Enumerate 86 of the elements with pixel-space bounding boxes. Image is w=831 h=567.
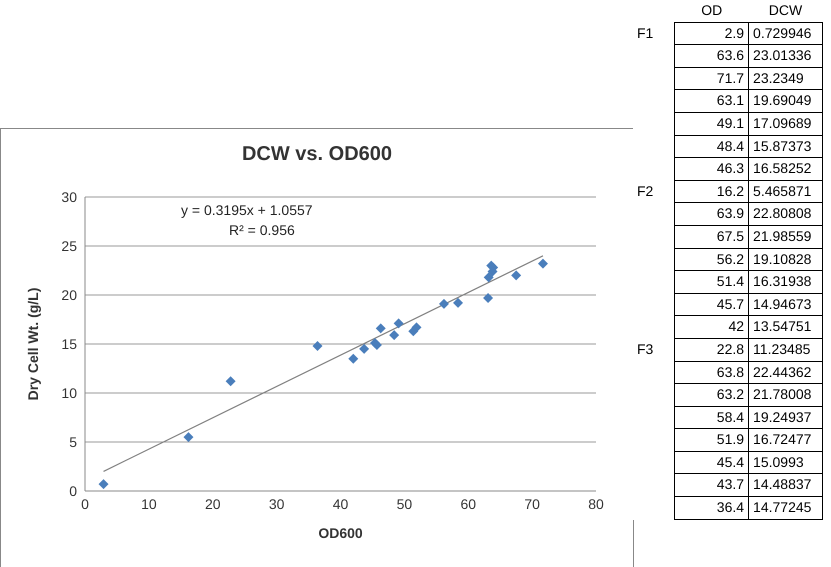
x-tick-label: 50 bbox=[396, 496, 412, 512]
point bbox=[183, 432, 194, 442]
data-label: 48.4 bbox=[674, 135, 749, 158]
data-label: 19.69049 bbox=[748, 90, 822, 112]
x-tick-label: OD bbox=[700, 1, 724, 20]
data-label: 56.2 bbox=[674, 248, 749, 271]
point bbox=[394, 318, 404, 328]
y-tick-label: 20 bbox=[61, 286, 78, 303]
data-label: 67.5 bbox=[674, 225, 749, 248]
y-tick-label: F3 bbox=[636, 340, 654, 359]
data-label: 0.729946 bbox=[748, 22, 822, 45]
data-label: 63.9 bbox=[674, 202, 749, 226]
data-label: 58.4 bbox=[674, 406, 749, 429]
point bbox=[453, 298, 464, 308]
data-label: 11.23485 bbox=[748, 338, 822, 361]
x-tick-label: 40 bbox=[332, 496, 348, 512]
annotation: R² = 0.956 bbox=[229, 222, 295, 238]
data-label: 19.24937 bbox=[748, 406, 822, 429]
x-tick-label: 30 bbox=[268, 496, 285, 512]
data-label: 22.80808 bbox=[748, 202, 822, 226]
data-label: 51.9 bbox=[674, 428, 749, 452]
x-tick-label: DCW bbox=[768, 1, 804, 20]
y-axis-title: Dry Cell Wt. (g/L) bbox=[24, 288, 41, 400]
point bbox=[348, 354, 358, 364]
data-label: 15.0993 bbox=[748, 451, 822, 474]
x-tick-label: 60 bbox=[460, 496, 476, 512]
data-label: 36.4 bbox=[674, 496, 749, 520]
data-label: 14.48837 bbox=[748, 474, 822, 497]
y-tick-label: 5 bbox=[69, 434, 78, 450]
data-label: 22.44362 bbox=[748, 361, 822, 384]
y-tick-label: 30 bbox=[61, 188, 78, 205]
point bbox=[226, 376, 236, 386]
point bbox=[312, 340, 323, 351]
data-label: 16.31938 bbox=[748, 270, 822, 294]
x-tick-label: 10 bbox=[141, 496, 157, 512]
y-tick-label: 25 bbox=[61, 238, 78, 254]
data-label: 16.58252 bbox=[748, 158, 822, 180]
y-tick-label: 10 bbox=[61, 384, 78, 401]
data-label: 16.72477 bbox=[748, 428, 822, 452]
data-label: 14.77245 bbox=[748, 496, 822, 520]
data-label: 19.10828 bbox=[748, 248, 822, 271]
data-label: 63.1 bbox=[674, 90, 749, 112]
data-label: 5.465871 bbox=[748, 180, 822, 203]
data-label: 14.94673 bbox=[748, 293, 822, 316]
chart-title: DCW vs. OD600 bbox=[240, 143, 394, 166]
point bbox=[538, 258, 548, 269]
y-tick-label: 15 bbox=[61, 336, 78, 352]
data-label: 13.54751 bbox=[748, 316, 822, 338]
point bbox=[412, 322, 422, 332]
data-label: 23.2349 bbox=[748, 67, 822, 90]
point bbox=[376, 323, 386, 334]
point bbox=[98, 479, 109, 490]
data-label: 42 bbox=[674, 316, 749, 338]
data-label: 43.7 bbox=[674, 474, 749, 497]
data-label: 49.1 bbox=[674, 112, 749, 136]
x-tick-label: 70 bbox=[524, 496, 540, 512]
data-label: 63.6 bbox=[674, 44, 749, 68]
x-tick-label: 80 bbox=[588, 496, 604, 512]
data-label: 22.8 bbox=[674, 338, 749, 361]
data-label: 46.3 bbox=[674, 158, 749, 180]
point bbox=[359, 344, 370, 354]
data-label: 15.87373 bbox=[748, 135, 822, 158]
y-tick-label: F1 bbox=[636, 24, 654, 43]
data-label: 63.2 bbox=[674, 384, 749, 406]
data-label: 71.7 bbox=[674, 67, 749, 90]
data-label: 17.09689 bbox=[748, 112, 822, 136]
annotation: y = 0.3195x + 1.0557 bbox=[181, 202, 313, 218]
x-tick-label: 20 bbox=[204, 496, 221, 512]
x-axis-title: OD600 bbox=[318, 524, 363, 541]
point bbox=[484, 272, 494, 282]
point bbox=[511, 270, 522, 280]
point bbox=[438, 298, 449, 309]
data-label: 63.8 bbox=[674, 361, 749, 384]
data-label: 21.78008 bbox=[748, 384, 822, 406]
data-label: 2.9 bbox=[674, 22, 749, 45]
y-tick-label: F2 bbox=[636, 182, 654, 201]
point bbox=[483, 292, 494, 303]
data-label: 21.98559 bbox=[748, 225, 822, 248]
x-tick-label: 0 bbox=[81, 496, 90, 512]
data-label: 51.4 bbox=[674, 270, 749, 294]
data-label: 16.2 bbox=[674, 180, 749, 203]
y-tick-label: 0 bbox=[69, 482, 78, 499]
data-label: 45.7 bbox=[674, 293, 749, 316]
data-label: 45.4 bbox=[674, 451, 749, 474]
point bbox=[389, 330, 400, 340]
data-label: 23.01336 bbox=[748, 44, 822, 68]
